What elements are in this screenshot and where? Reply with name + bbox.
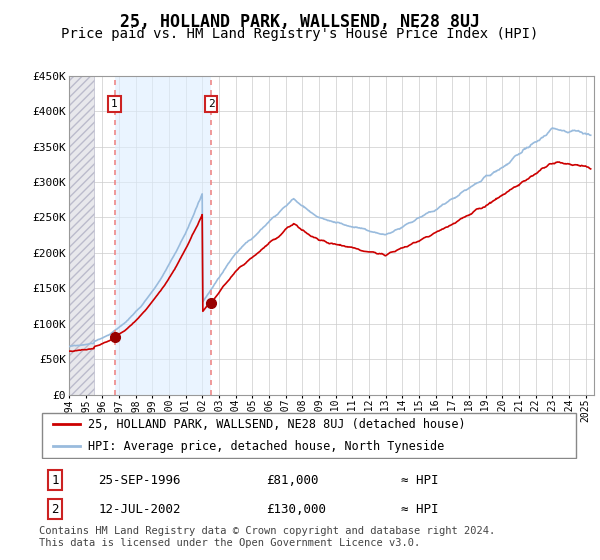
Text: 1: 1 [111, 99, 118, 109]
Text: £130,000: £130,000 [266, 503, 326, 516]
Text: 25, HOLLAND PARK, WALLSEND, NE28 8UJ: 25, HOLLAND PARK, WALLSEND, NE28 8UJ [120, 13, 480, 31]
Text: 2: 2 [52, 503, 59, 516]
Text: ≈ HPI: ≈ HPI [401, 474, 438, 487]
Text: Price paid vs. HM Land Registry's House Price Index (HPI): Price paid vs. HM Land Registry's House … [61, 27, 539, 41]
Text: 12-JUL-2002: 12-JUL-2002 [98, 503, 181, 516]
Text: Contains HM Land Registry data © Crown copyright and database right 2024.
This d: Contains HM Land Registry data © Crown c… [39, 526, 495, 548]
Text: HPI: Average price, detached house, North Tyneside: HPI: Average price, detached house, Nort… [88, 440, 444, 453]
Bar [69, 76, 94, 395]
Text: ≈ HPI: ≈ HPI [401, 503, 438, 516]
Bar [115, 76, 211, 395]
FancyBboxPatch shape [42, 413, 576, 458]
Text: 2: 2 [208, 99, 215, 109]
Text: 25, HOLLAND PARK, WALLSEND, NE28 8UJ (detached house): 25, HOLLAND PARK, WALLSEND, NE28 8UJ (de… [88, 418, 465, 431]
Text: 1: 1 [52, 474, 59, 487]
Text: £81,000: £81,000 [266, 474, 318, 487]
Text: 25-SEP-1996: 25-SEP-1996 [98, 474, 181, 487]
